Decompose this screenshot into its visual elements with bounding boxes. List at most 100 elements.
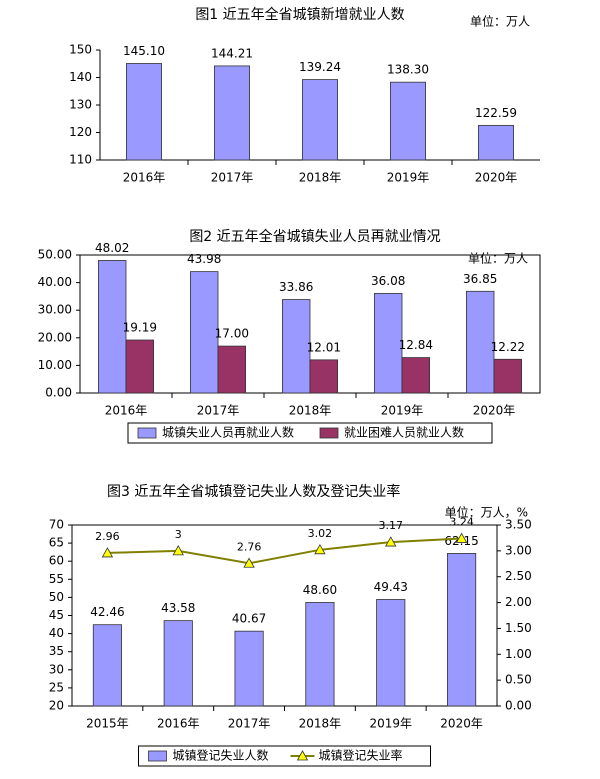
bar bbox=[234, 630, 264, 707]
y-tick-label: 60 bbox=[49, 554, 64, 568]
bar bbox=[373, 293, 403, 394]
value-label: 2.76 bbox=[237, 540, 262, 553]
y-tick-label: 150 bbox=[69, 43, 92, 57]
y-tick-label: 35 bbox=[49, 644, 64, 658]
line-marker bbox=[101, 547, 114, 558]
x-tick-label: 2019年 bbox=[381, 404, 424, 418]
value-label: 3.17 bbox=[379, 519, 404, 532]
x-tick-label: 2015年 bbox=[86, 717, 129, 731]
chart-title: 图1 近五年全省城镇新增就业人数 bbox=[195, 6, 404, 23]
value-label: 43.58 bbox=[161, 601, 195, 615]
value-label: 42.46 bbox=[90, 605, 124, 619]
value-label: 12.22 bbox=[491, 340, 525, 354]
value-label: 49.43 bbox=[374, 580, 408, 594]
value-label: 3.24 bbox=[449, 515, 474, 528]
y-tick-label: 55 bbox=[49, 572, 64, 586]
legend-label: 城镇登记失业人数 bbox=[173, 748, 269, 763]
y-tick-label: 40.00 bbox=[38, 275, 72, 289]
bar bbox=[98, 260, 127, 394]
x-tick-label: 2018年 bbox=[299, 717, 342, 731]
legend-swatch bbox=[319, 427, 339, 439]
bar bbox=[376, 599, 406, 707]
value-label: 3.02 bbox=[308, 527, 333, 540]
y-tick-label: 30 bbox=[49, 662, 64, 676]
legend-swatch bbox=[296, 750, 309, 761]
y2-tick-label: 1.50 bbox=[505, 621, 532, 635]
legend-swatch bbox=[148, 750, 167, 762]
y-tick-label: 20 bbox=[49, 699, 64, 713]
x-tick-label: 2016年 bbox=[105, 404, 148, 418]
line-marker bbox=[314, 543, 326, 555]
x-tick-label: 2018年 bbox=[289, 404, 332, 418]
y-tick-label: 50.00 bbox=[38, 248, 72, 262]
bar bbox=[163, 620, 193, 707]
bar bbox=[305, 602, 335, 707]
legend-swatch bbox=[137, 427, 157, 439]
x-tick-label: 2019年 bbox=[369, 717, 412, 731]
value-label: 145.10 bbox=[123, 44, 165, 58]
y-tick-label: 30.00 bbox=[38, 303, 72, 317]
value-label: 138.30 bbox=[387, 63, 429, 77]
x-tick-label: 2017年 bbox=[197, 404, 240, 418]
bar bbox=[281, 299, 311, 394]
bar bbox=[126, 63, 163, 161]
line-marker bbox=[455, 532, 468, 543]
value-label: 36.08 bbox=[371, 274, 405, 288]
value-label: 36.85 bbox=[463, 272, 497, 286]
y-tick-label: 10.00 bbox=[38, 358, 72, 372]
y2-tick-label: 1.00 bbox=[505, 647, 532, 661]
y2-tick-label: 0.00 bbox=[505, 699, 532, 713]
y-tick-label: 110 bbox=[69, 153, 92, 167]
bar bbox=[401, 357, 431, 394]
chart-title: 图2 近五年全省城镇失业人员再就业情况 bbox=[189, 228, 440, 245]
value-label: 3 bbox=[175, 528, 182, 541]
x-tick-label: 2019年 bbox=[387, 171, 430, 185]
y-tick-label: 50 bbox=[49, 590, 64, 604]
value-label: 48.60 bbox=[303, 583, 337, 597]
y-tick-label: 120 bbox=[69, 125, 92, 139]
bar bbox=[301, 79, 338, 161]
y-tick-label: 40 bbox=[49, 626, 64, 640]
y-tick-label: 20.00 bbox=[38, 330, 72, 344]
y2-tick-label: 2.00 bbox=[505, 595, 532, 609]
bar bbox=[465, 290, 495, 394]
y-tick-label: 65 bbox=[49, 536, 64, 550]
chart-title: 图3 近五年全省城镇登记失业人数及登记失业率 bbox=[107, 483, 400, 500]
bar bbox=[477, 124, 514, 161]
legend-box bbox=[127, 422, 493, 444]
legend: 城镇失业人员再就业人数 就业困难人员就业人数 bbox=[127, 422, 493, 444]
legend-label: 城镇失业人员再就业人数 bbox=[162, 425, 294, 440]
value-label: 43.98 bbox=[187, 252, 221, 266]
value-label: 139.24 bbox=[299, 60, 341, 74]
bar bbox=[309, 359, 339, 394]
line-series bbox=[107, 537, 462, 565]
bar bbox=[447, 553, 477, 707]
y-tick-label: 70 bbox=[49, 518, 64, 532]
x-tick-label: 2017年 bbox=[211, 171, 254, 185]
y2-tick-label: 2.50 bbox=[505, 569, 532, 583]
value-label: 122.59 bbox=[475, 106, 517, 120]
bar bbox=[217, 345, 247, 394]
x-tick-label: 2016年 bbox=[157, 717, 200, 731]
value-label: 48.02 bbox=[95, 241, 129, 255]
x-tick-label: 2016年 bbox=[123, 171, 166, 185]
unit-label: 单位：万人，% bbox=[445, 505, 528, 520]
y-tick-label: 140 bbox=[69, 70, 92, 84]
value-label: 144.21 bbox=[211, 46, 253, 60]
value-label: 40.67 bbox=[232, 612, 266, 626]
x-tick-label: 2020年 bbox=[475, 171, 518, 185]
legend-label: 就业困难人员就业人数 bbox=[344, 425, 464, 440]
bar bbox=[189, 271, 219, 394]
line-marker bbox=[172, 545, 184, 556]
bar bbox=[92, 624, 122, 707]
legend: 城镇登记失业人数 城镇登记失业率 bbox=[138, 745, 431, 767]
y-tick-label: 45 bbox=[49, 608, 64, 622]
value-label: 19.19 bbox=[123, 321, 157, 335]
x-tick-label: 2020年 bbox=[473, 404, 516, 418]
x-tick-label: 2017年 bbox=[228, 717, 271, 731]
y2-tick-label: 3.00 bbox=[505, 543, 532, 557]
bar bbox=[389, 81, 426, 161]
bar bbox=[213, 65, 250, 161]
